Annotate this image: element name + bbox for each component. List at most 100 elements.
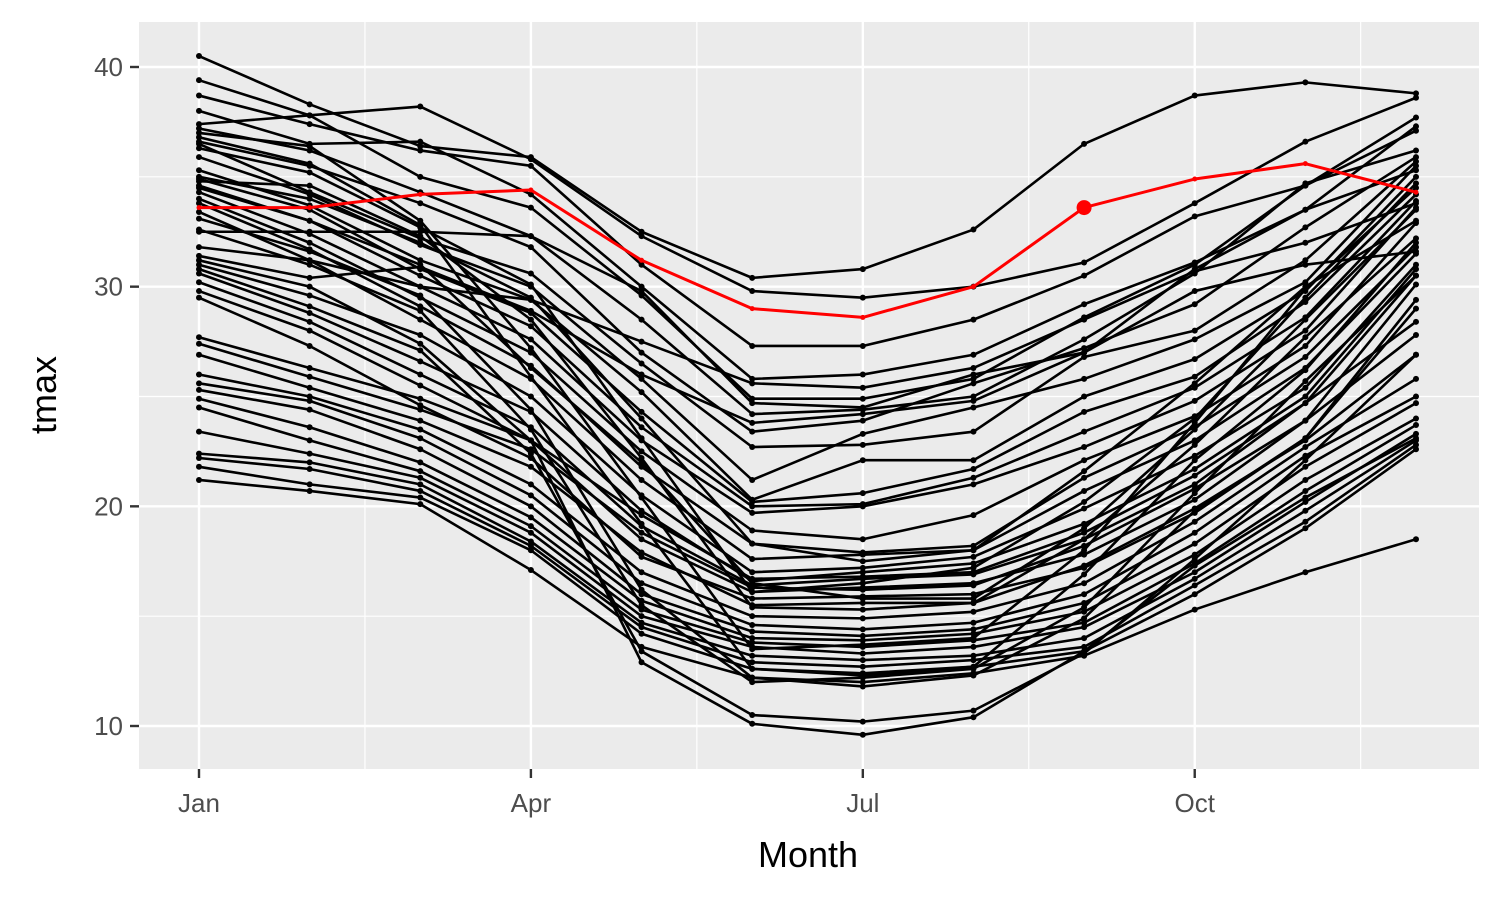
series-point (196, 294, 202, 301)
series-point (1302, 378, 1309, 385)
tick-labels: 10 20 30 40 Jan Apr Jul Oct (94, 52, 1216, 818)
series-point (527, 523, 534, 530)
series-point (306, 121, 313, 128)
series-point (1081, 498, 1088, 505)
series-point (1081, 349, 1088, 356)
series-point (527, 426, 534, 433)
series-line (198, 175, 1417, 563)
series-point (970, 714, 977, 721)
series-point (1081, 408, 1088, 415)
x-tick-label: Jan (178, 788, 220, 818)
series-point (638, 630, 645, 637)
series-point (1413, 184, 1419, 191)
series-point (749, 635, 756, 642)
series-line (198, 54, 1417, 280)
series-point (527, 463, 534, 470)
series-point (417, 217, 424, 224)
series-line (198, 201, 1417, 390)
series-point (1081, 562, 1088, 569)
series-point (196, 121, 202, 128)
series-point (1081, 580, 1088, 587)
series-point (306, 228, 313, 235)
series-point (970, 619, 977, 626)
series-s39 (196, 184, 1419, 602)
series-point (417, 307, 424, 314)
series-point (196, 145, 202, 152)
series-line (198, 259, 1417, 737)
series-point (196, 208, 202, 215)
series-point (1413, 446, 1419, 453)
series-point (1413, 239, 1419, 246)
series-point (417, 340, 424, 347)
series-point (638, 448, 645, 455)
series-point (527, 503, 534, 510)
series-point (527, 233, 534, 240)
series-point (970, 375, 977, 382)
highlighted-series (196, 161, 1419, 320)
series-point (859, 599, 866, 606)
series-point (749, 411, 756, 418)
series-point (306, 481, 313, 488)
series-point (1081, 547, 1088, 554)
axis-ticks (130, 65, 1196, 778)
series-line (198, 179, 1417, 611)
series-point (306, 169, 313, 176)
series-point (306, 160, 313, 167)
series-point (749, 720, 756, 727)
series-point (1081, 474, 1088, 481)
series-point (1413, 154, 1419, 161)
series-point (1413, 90, 1419, 97)
series-point (1191, 606, 1198, 613)
series-s44 (196, 215, 1419, 690)
series-point (306, 303, 313, 310)
series-point (970, 393, 977, 400)
series-point (749, 580, 756, 587)
series-point (196, 351, 202, 358)
series-point (417, 402, 424, 409)
series-point (1302, 518, 1309, 525)
series-point (749, 476, 756, 483)
series-point (527, 281, 534, 288)
series-point (749, 712, 756, 719)
series-point (417, 468, 424, 475)
series-point (749, 665, 756, 672)
series-point (1191, 496, 1198, 503)
series-point (859, 411, 866, 418)
series-point (859, 632, 866, 639)
series-point (859, 679, 866, 686)
series-point (306, 292, 313, 299)
series-point (749, 646, 756, 653)
series-point (1191, 288, 1198, 295)
series-point (527, 393, 534, 400)
series-point (638, 424, 645, 431)
series-line (198, 177, 1417, 504)
series-line (198, 109, 1417, 381)
series-point (417, 316, 424, 323)
series-line (198, 228, 1417, 684)
series-point (638, 494, 645, 501)
series-point (1191, 301, 1198, 308)
highlight-point (307, 205, 313, 211)
series-s42 (196, 129, 1419, 653)
series-point (1413, 296, 1419, 303)
series-point (1191, 472, 1198, 479)
series-point (638, 316, 645, 323)
series-point (970, 657, 977, 664)
series-point (970, 226, 977, 233)
series-point (749, 342, 756, 349)
series-point (1081, 272, 1088, 279)
series-point (1191, 92, 1198, 99)
series-point (196, 92, 202, 99)
highlight-point (417, 191, 423, 197)
series-point (527, 373, 534, 380)
series-point (749, 674, 756, 681)
series-point (196, 195, 202, 202)
series-point (638, 591, 645, 598)
series-point (417, 233, 424, 240)
series-point (1302, 79, 1309, 86)
series-point (527, 547, 534, 554)
major-gridlines (139, 22, 1479, 769)
series-point (1081, 505, 1088, 512)
series-point (417, 272, 424, 279)
series-point (306, 437, 313, 444)
